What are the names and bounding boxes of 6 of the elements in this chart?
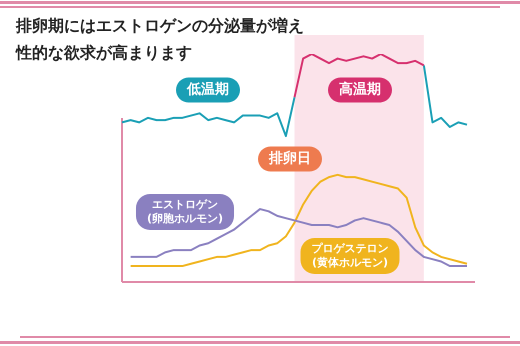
annotation: 低温期 [186,82,229,98]
series-label: エストロゲン (卵胞ホルモン) [146,198,224,225]
chart-title: 排卵期にはエストロゲンの分泌量が増え性的な欲求が高まります [16,15,305,64]
text: プロゲステロン (黄体ホルモン) [312,242,388,269]
annotation: 排卵日 [268,150,311,167]
annotation: 高温期 [339,80,381,98]
